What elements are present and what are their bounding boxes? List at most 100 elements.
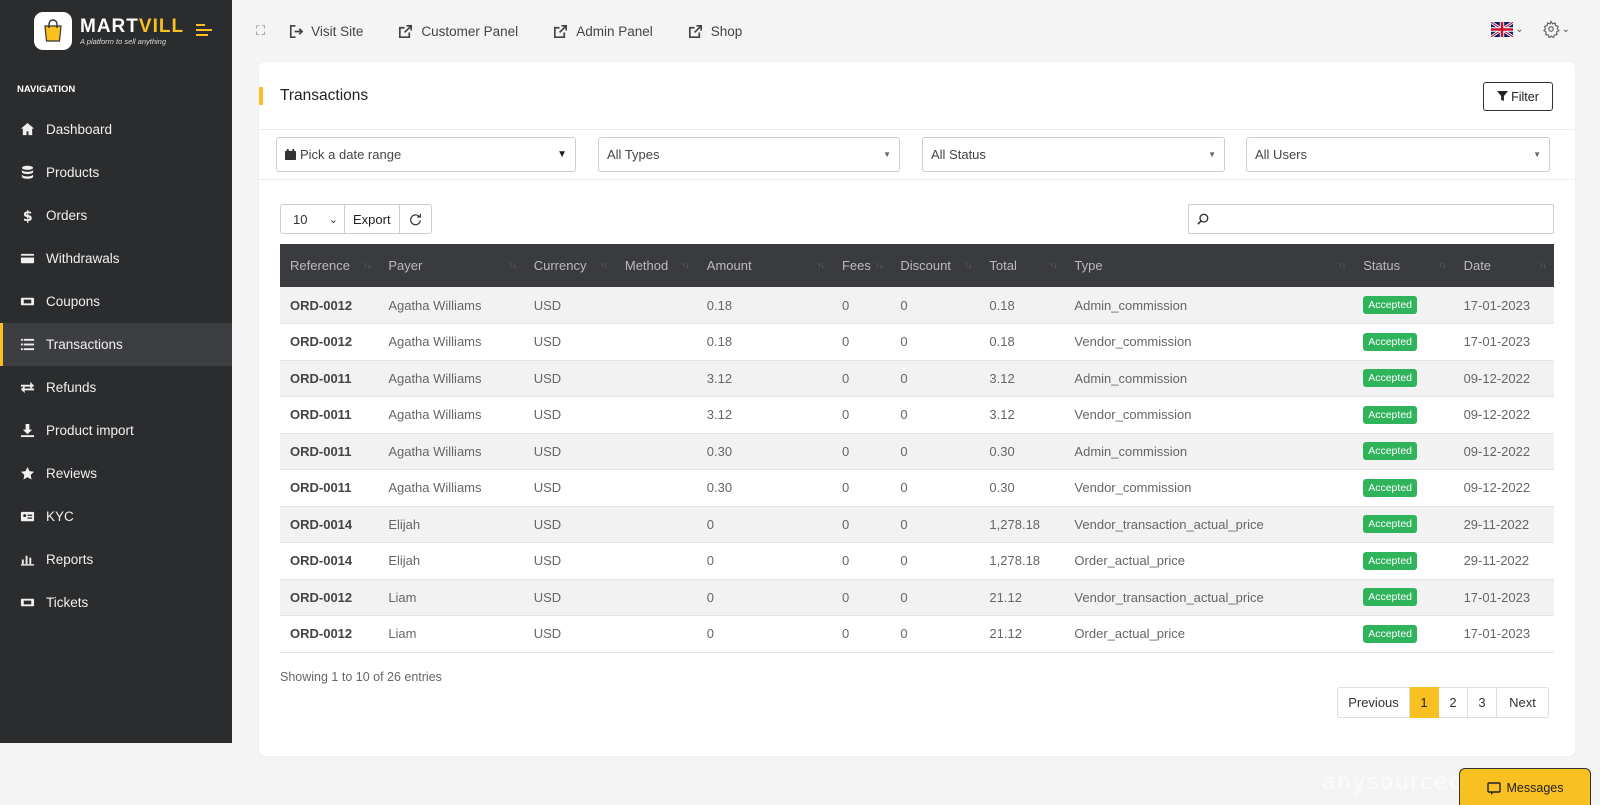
sidebar-item-reviews[interactable]: Reviews: [0, 452, 232, 495]
export-button[interactable]: Export: [345, 204, 400, 234]
filter-icon: [1497, 91, 1509, 102]
status-cell: Accepted: [1353, 470, 1453, 507]
cell-currency: USD: [533, 297, 562, 313]
cell-type: Admin_commission: [1074, 297, 1188, 313]
page-length-select[interactable]: 10 ⌄: [280, 204, 345, 234]
type-select[interactable]: All Types ▼: [598, 137, 900, 172]
sidebar-item-orders[interactable]: $ Orders: [0, 194, 232, 237]
database-icon: [18, 165, 36, 181]
page-button-1[interactable]: 1: [1410, 687, 1439, 718]
status-badge: Accepted: [1363, 405, 1417, 424]
column-header-discount[interactable]: Discount ↑↓: [900, 258, 972, 273]
list-icon: [18, 337, 36, 353]
sidebar-item-kyc[interactable]: KYC: [0, 495, 232, 538]
sidebar-item-coupons[interactable]: Coupons: [0, 280, 232, 323]
sidebar-item-product-import[interactable]: Product import: [0, 409, 232, 452]
sidebar-item-refunds[interactable]: Refunds: [0, 366, 232, 409]
status-badge: Accepted: [1363, 588, 1417, 607]
cell-fees: 0: [841, 407, 850, 423]
search-input[interactable]: [1215, 211, 1553, 227]
table-row: ORD-0012 Liam USD 0 0 0 21.12 Vendor_transactio…: [280, 579, 1554, 616]
top-links: Visit Site Customer Panel Admin Panel Shop: [287, 23, 776, 40]
brand-tagline: A platform to sell anything: [80, 36, 167, 46]
table-info: Showing 1 to 10 of 26 entries: [280, 670, 442, 684]
column-header-payer[interactable]: Payer ↑↓: [388, 258, 516, 273]
table-row: ORD-0011 Agatha Williams USD 3.12 0 0 3.12 Admi…: [280, 360, 1554, 397]
top-link-customer-panel[interactable]: Customer Panel: [397, 23, 518, 40]
table-row: ORD-0011 Agatha Williams USD 0.30 0 0 0.30 Admi…: [280, 433, 1554, 470]
column-header-type[interactable]: Type ↑↓: [1074, 258, 1346, 273]
column-header-amount[interactable]: Amount ↑↓: [706, 258, 825, 273]
chat-icon: [1486, 781, 1501, 795]
status-cell: Accepted: [1353, 543, 1453, 580]
cell-total: 0.30: [989, 480, 1015, 496]
next-button[interactable]: Next: [1497, 687, 1549, 718]
status-badge: Accepted: [1363, 296, 1417, 314]
filter-row: Pick a date range ▼ All Types ▼ All Stat…: [259, 130, 1575, 180]
column-header-status[interactable]: Status ↑↓: [1363, 258, 1446, 273]
column-header-total[interactable]: Total ↑↓: [989, 258, 1057, 273]
cell-currency: USD: [533, 407, 562, 423]
status-select[interactable]: All Status ▼: [922, 137, 1225, 172]
language-selector[interactable]: ⌄: [1491, 21, 1524, 37]
sidebar-item-reports[interactable]: Reports: [0, 538, 232, 581]
cell-payer: Agatha Williams: [388, 443, 482, 459]
date-range-picker[interactable]: Pick a date range ▼: [276, 137, 576, 172]
cell-date: 17-01-2023: [1463, 297, 1531, 313]
page-button-3[interactable]: 3: [1468, 687, 1497, 718]
status-badge: Accepted: [1363, 551, 1417, 570]
filter-button[interactable]: Filter: [1483, 82, 1553, 111]
cell-payer: Liam: [388, 626, 417, 642]
sidebar-item-withdrawals[interactable]: Withdrawals: [0, 237, 232, 280]
caret-down-icon: ▼: [883, 150, 891, 159]
cell-type: Admin_commission: [1074, 443, 1188, 459]
status-cell: Accepted: [1353, 616, 1453, 653]
cell-method: [615, 287, 697, 324]
cell-total: 0.18: [989, 334, 1015, 350]
sidebar-item-label: Transactions: [46, 337, 123, 352]
column-header-currency[interactable]: Currency ↑↓: [533, 258, 608, 273]
cell-date: 29-11-2022: [1463, 553, 1530, 569]
cell-type: Vendor_transaction_actual_price: [1074, 516, 1264, 532]
messages-button[interactable]: Messages: [1459, 768, 1591, 805]
top-link-label: Shop: [710, 23, 743, 39]
status-badge: Accepted: [1363, 515, 1417, 534]
status-badge: Accepted: [1363, 478, 1417, 497]
brand[interactable]: MARTVILL A platform to sell anything: [0, 0, 232, 62]
top-link-visit-site[interactable]: Visit Site: [287, 23, 363, 40]
cell-method: [615, 470, 697, 507]
sidebar-item-transactions[interactable]: Transactions: [0, 323, 232, 366]
column-header-reference[interactable]: Reference ↑↓: [290, 258, 371, 273]
column-header-method[interactable]: Method ↑↓: [624, 258, 690, 273]
search-box[interactable]: [1188, 204, 1554, 234]
sidebar-item-label: Products: [46, 165, 100, 180]
top-link-shop[interactable]: Shop: [687, 23, 743, 40]
exchange-icon: [18, 380, 36, 396]
sidebar-item-tickets[interactable]: Tickets: [0, 581, 232, 624]
cell-reference: ORD-0011: [290, 443, 352, 459]
menu-toggle-icon[interactable]: [196, 24, 212, 39]
users-select[interactable]: All Users ▼: [1246, 137, 1550, 172]
shopping-bag-logo-icon: [34, 12, 72, 50]
cell-amount: 0: [706, 626, 715, 642]
sidebar-item-dashboard[interactable]: Dashboard: [0, 108, 232, 151]
table-row: ORD-0012 Agatha Williams USD 0.18 0 0 0.18 Vend…: [280, 324, 1554, 360]
settings-menu[interactable]: ⌄: [1542, 20, 1570, 38]
cell-date: 09-12-2022: [1463, 443, 1531, 459]
ticket-icon: [18, 294, 36, 310]
previous-button[interactable]: Previous: [1337, 687, 1410, 718]
table-tools: 10 ⌄ Export: [280, 204, 432, 234]
fullscreen-icon[interactable]: ⛶: [256, 23, 266, 38]
cell-payer: Liam: [388, 589, 417, 605]
cell-payer: Agatha Williams: [388, 480, 482, 496]
page-button-2[interactable]: 2: [1439, 687, 1468, 718]
cell-amount: 0: [706, 553, 715, 569]
sidebar-item-products[interactable]: Products: [0, 151, 232, 194]
cell-reference: ORD-0012: [290, 334, 353, 350]
column-header-date[interactable]: Date ↑↓: [1463, 258, 1547, 273]
table-body: ORD-0012 Agatha Williams USD 0.18 0 0 0.18 Admi…: [280, 287, 1554, 652]
status-cell: Accepted: [1353, 397, 1453, 434]
column-header-fees[interactable]: Fees ↑↓: [841, 258, 883, 273]
refresh-button[interactable]: [399, 204, 432, 234]
top-link-admin-panel[interactable]: Admin Panel: [552, 23, 653, 40]
